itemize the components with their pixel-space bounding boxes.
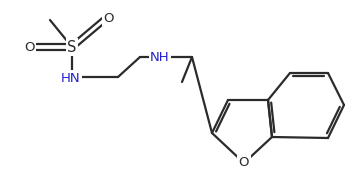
Text: O: O — [104, 11, 114, 24]
Text: O: O — [24, 41, 34, 53]
Text: S: S — [67, 40, 77, 55]
Text: O: O — [239, 157, 249, 169]
Text: HN: HN — [61, 71, 81, 85]
Text: NH: NH — [150, 51, 170, 63]
